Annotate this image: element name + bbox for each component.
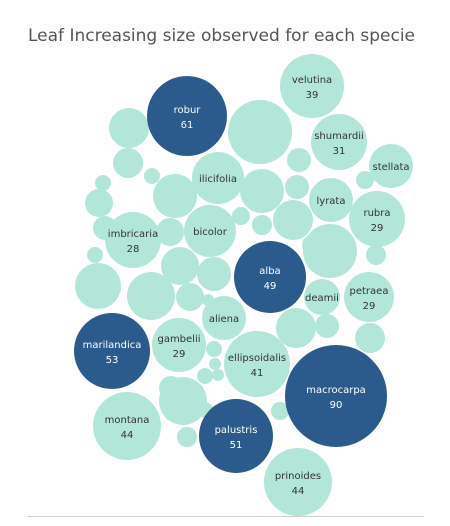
bubble-value-rubra: 29 bbox=[371, 223, 384, 234]
bottom-rule bbox=[28, 516, 424, 517]
bubble-ilicifolia[interactable] bbox=[192, 152, 244, 204]
bubble-label-shumardii: shumardii bbox=[314, 131, 364, 142]
bubble-stellata[interactable] bbox=[369, 144, 413, 188]
bubble-ellipsoidalis[interactable] bbox=[224, 331, 290, 397]
bubble-unlabeled[interactable] bbox=[176, 283, 204, 311]
bubble-shumardii[interactable] bbox=[311, 114, 367, 170]
bubble-value-ellipsoidalis: 41 bbox=[251, 368, 264, 379]
bubble-value-macrocarpa: 90 bbox=[330, 400, 343, 411]
bubble-bicolor[interactable] bbox=[184, 205, 236, 257]
bubble-unlabeled[interactable] bbox=[252, 215, 272, 235]
bubble-label-palustris: palustris bbox=[215, 425, 258, 436]
bubble-label-marilandica: marilandica bbox=[83, 340, 142, 351]
bubble-label-deamii: deamii bbox=[305, 293, 339, 304]
bubble-value-montana: 44 bbox=[121, 430, 134, 441]
bubble-rubra[interactable] bbox=[349, 191, 405, 247]
bubble-label-gambelii: gambelii bbox=[157, 334, 200, 345]
bubble-unlabeled[interactable] bbox=[276, 308, 316, 348]
chart-title: Leaf Increasing size observed for each s… bbox=[28, 26, 416, 46]
bubble-label-macrocarpa: macrocarpa bbox=[306, 385, 366, 396]
bubble-unlabeled[interactable] bbox=[273, 200, 313, 240]
bubble-montana[interactable] bbox=[93, 392, 161, 460]
bubble-unlabeled[interactable] bbox=[153, 174, 197, 218]
bubble-gambelii[interactable] bbox=[152, 318, 206, 372]
bubble-label-imbricaria: imbricaria bbox=[108, 229, 158, 240]
bubble-unlabeled[interactable] bbox=[302, 235, 322, 255]
bubble-value-petraea: 29 bbox=[363, 301, 376, 312]
bubble-alba[interactable] bbox=[234, 241, 306, 313]
bubble-prinoides[interactable] bbox=[264, 448, 332, 516]
bubble-unlabeled[interactable] bbox=[366, 245, 386, 265]
bubble-unlabeled[interactable] bbox=[355, 323, 385, 353]
bubble-unlabeled[interactable] bbox=[206, 341, 222, 357]
bubble-unlabeled[interactable] bbox=[197, 368, 213, 384]
bubble-unlabeled[interactable] bbox=[144, 168, 160, 184]
bubble-unlabeled[interactable] bbox=[85, 189, 113, 217]
bubble-unlabeled[interactable] bbox=[161, 247, 199, 285]
bubble-value-marilandica: 53 bbox=[106, 355, 119, 366]
bubble-unlabeled[interactable] bbox=[271, 402, 289, 420]
bubble-unlabeled[interactable] bbox=[285, 175, 309, 199]
bubble-unlabeled[interactable] bbox=[109, 108, 149, 148]
bubble-unlabeled[interactable] bbox=[228, 100, 292, 164]
bubble-value-imbricaria: 28 bbox=[127, 244, 140, 255]
bubble-unlabeled[interactable] bbox=[95, 175, 111, 191]
bubble-unlabeled[interactable] bbox=[113, 148, 143, 178]
bubble-velutina[interactable] bbox=[280, 54, 344, 118]
bubble-label-rubra: rubra bbox=[363, 208, 390, 219]
bubble-macrocarpa[interactable] bbox=[285, 345, 387, 447]
bubble-value-prinoides: 44 bbox=[292, 486, 305, 497]
bubble-label-montana: montana bbox=[105, 415, 150, 426]
bubble-marilandica[interactable] bbox=[74, 313, 150, 389]
bubble-value-alba: 49 bbox=[264, 281, 277, 292]
bubble-label-robur: robur bbox=[174, 105, 202, 116]
bubble-unlabeled[interactable] bbox=[127, 272, 175, 320]
bubble-unlabeled[interactable] bbox=[287, 148, 311, 172]
bubble-unlabeled[interactable] bbox=[75, 263, 121, 309]
bubble-unlabeled[interactable] bbox=[197, 257, 231, 291]
bubble-label-bicolor: bicolor bbox=[193, 227, 228, 238]
bubble-label-stellata: stellata bbox=[372, 162, 409, 173]
bubble-aliena[interactable] bbox=[202, 296, 246, 340]
bubble-value-gambelii: 29 bbox=[173, 349, 186, 360]
bubble-lyrata[interactable] bbox=[309, 178, 353, 222]
bubble-unlabeled[interactable] bbox=[159, 377, 207, 425]
bubble-unlabeled[interactable] bbox=[356, 171, 374, 189]
bubble-label-alba: alba bbox=[259, 266, 280, 277]
bubble-unlabeled[interactable] bbox=[212, 369, 224, 381]
bubble-label-velutina: velutina bbox=[292, 75, 332, 86]
bubble-layer: velutina 39 robur 61 shumardii 31 stellata ilic… bbox=[74, 54, 413, 516]
bubble-deamii[interactable] bbox=[304, 279, 340, 315]
bubble-imbricaria[interactable] bbox=[105, 212, 161, 268]
bubble-unlabeled[interactable] bbox=[209, 358, 221, 370]
bubble-robur[interactable] bbox=[147, 76, 227, 156]
bubble-unlabeled[interactable] bbox=[156, 218, 184, 246]
bubble-unlabeled[interactable] bbox=[177, 427, 197, 447]
bubble-label-prinoides: prinoides bbox=[275, 471, 321, 482]
bubble-value-palustris: 51 bbox=[230, 440, 243, 451]
bubble-label-petraea: petraea bbox=[350, 286, 389, 297]
bubble-label-ilicifolia: ilicifolia bbox=[199, 174, 237, 185]
bubble-label-lyrata: lyrata bbox=[317, 196, 346, 207]
bubble-petraea[interactable] bbox=[344, 272, 394, 322]
bubble-label-ellipsoidalis: ellipsoidalis bbox=[228, 353, 286, 364]
bubble-value-shumardii: 31 bbox=[333, 146, 346, 157]
bubble-unlabeled[interactable] bbox=[232, 207, 250, 225]
bubble-label-aliena: aliena bbox=[209, 314, 239, 325]
bubble-palustris[interactable] bbox=[199, 399, 273, 473]
bubble-value-velutina: 39 bbox=[306, 90, 319, 101]
bubble-unlabeled[interactable] bbox=[315, 314, 339, 338]
bubble-unlabeled[interactable] bbox=[87, 247, 103, 263]
bubble-value-robur: 61 bbox=[181, 120, 194, 131]
bubble-unlabeled[interactable] bbox=[240, 169, 284, 213]
